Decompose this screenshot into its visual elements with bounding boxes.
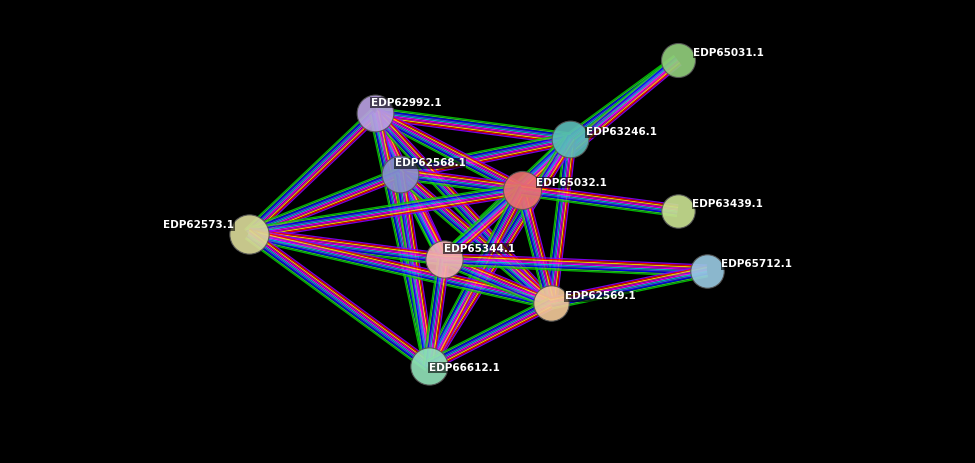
Text: EDP62568.1: EDP62568.1 [395,158,466,168]
Text: EDP66612.1: EDP66612.1 [429,363,500,373]
Text: EDP65032.1: EDP65032.1 [536,177,607,188]
Point [241,230,256,238]
Point [436,256,451,263]
Point [392,170,408,177]
Text: EDP62569.1: EDP62569.1 [565,291,636,301]
Point [699,267,715,275]
Text: EDP62573.1: EDP62573.1 [163,220,234,230]
Text: EDP65344.1: EDP65344.1 [444,244,515,254]
Point [368,110,383,117]
Point [514,186,529,194]
Text: EDP63439.1: EDP63439.1 [692,199,763,209]
Point [563,135,578,143]
Point [543,300,559,307]
Text: EDP65712.1: EDP65712.1 [722,259,793,269]
Text: EDP62992.1: EDP62992.1 [370,98,441,108]
Point [421,362,437,369]
Text: EDP63246.1: EDP63246.1 [586,127,657,137]
Text: EDP65031.1: EDP65031.1 [693,48,764,58]
Point [670,207,685,214]
Point [670,56,685,64]
